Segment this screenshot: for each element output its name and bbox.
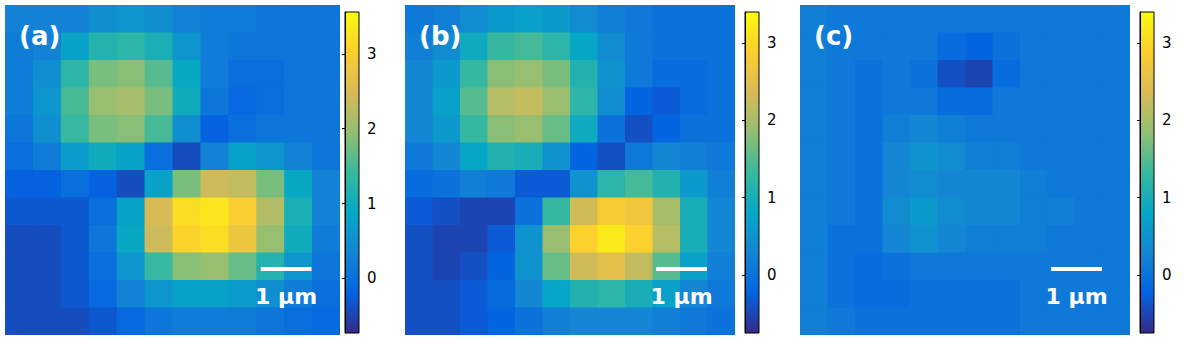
- svg-text:(b): (b): [419, 21, 461, 51]
- svg-text:3: 3: [767, 34, 777, 52]
- svg-text:3: 3: [367, 45, 377, 63]
- svg-text:0: 0: [367, 269, 377, 287]
- svg-text:0: 0: [767, 266, 777, 284]
- svg-text:(a): (a): [19, 21, 60, 51]
- svg-text:1 μm: 1 μm: [1046, 284, 1108, 309]
- svg-text:2: 2: [367, 120, 377, 138]
- svg-text:0: 0: [1162, 266, 1172, 284]
- svg-text:1: 1: [767, 189, 777, 207]
- svg-text:1: 1: [1162, 189, 1172, 207]
- svg-text:(c): (c): [814, 21, 853, 51]
- svg-text:2: 2: [767, 111, 777, 129]
- svg-text:2: 2: [1162, 111, 1172, 129]
- svg-text:1 μm: 1 μm: [651, 284, 713, 309]
- svg-text:1 μm: 1 μm: [255, 284, 317, 309]
- svg-text:3: 3: [1162, 34, 1172, 52]
- svg-text:1: 1: [367, 195, 377, 213]
